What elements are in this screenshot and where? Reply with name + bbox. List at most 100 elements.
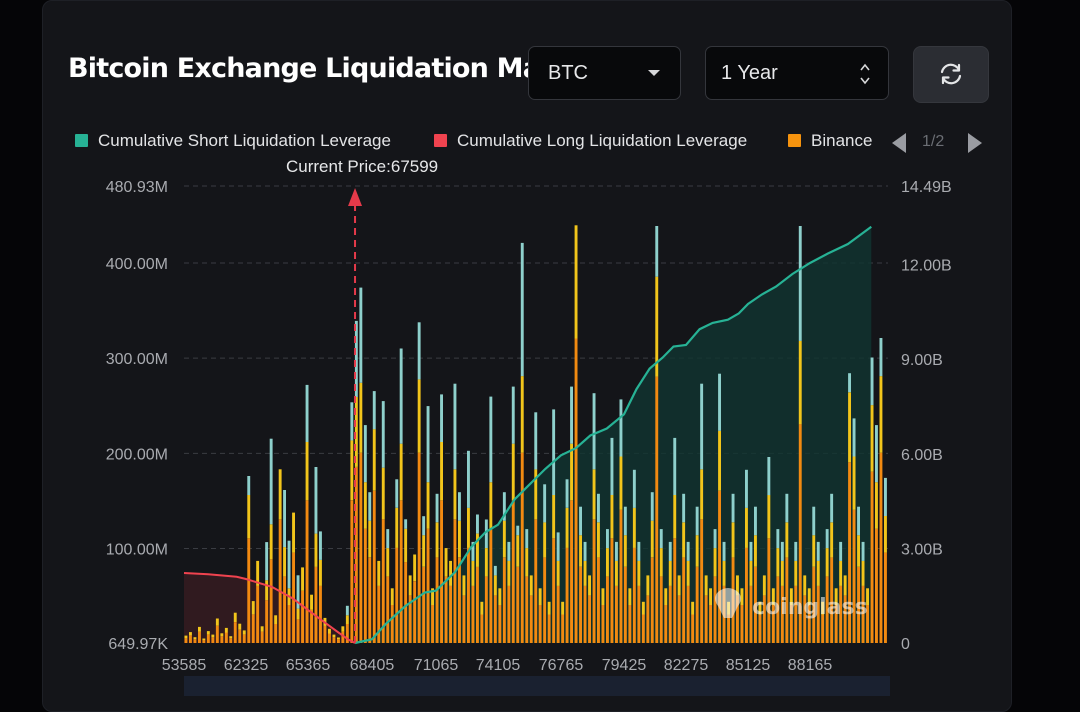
other-exchange-bar-top — [359, 287, 363, 383]
legend-swatch-binance — [788, 134, 801, 147]
other-exchange-bar — [807, 588, 811, 605]
binance-bar — [565, 547, 569, 643]
other-exchange-bar — [422, 535, 426, 567]
binance-bar — [615, 585, 618, 643]
other-exchange-bar — [794, 560, 798, 586]
binance-bar — [480, 614, 484, 643]
other-exchange-bar — [471, 560, 475, 586]
binance-bar — [538, 604, 542, 643]
y-right-tick-label: 0 — [901, 636, 910, 653]
other-exchange-bar — [480, 601, 484, 615]
binance-bar — [372, 490, 376, 643]
binance-bar — [623, 566, 627, 643]
binance-bar — [798, 424, 802, 643]
binance-bar — [390, 604, 394, 643]
x-tick-label: 82275 — [664, 657, 709, 674]
x-tick-label: 68405 — [350, 657, 395, 674]
binance-bar — [686, 585, 690, 643]
other-exchange-bar — [229, 636, 233, 639]
refresh-button[interactable] — [913, 46, 989, 103]
binance-bar — [198, 631, 201, 643]
other-exchange-bar — [686, 560, 690, 586]
binance-bar — [525, 576, 529, 643]
other-exchange-bar — [704, 575, 708, 596]
other-exchange-bar-top — [543, 484, 547, 523]
other-exchange-bar — [713, 548, 717, 577]
binance-bar — [471, 585, 475, 643]
page-title: Bitcoin Exchange Liquidation Map — [68, 53, 560, 84]
other-exchange-bar-top — [848, 373, 851, 393]
legend-item-long[interactable]: Cumulative Long Liquidation Leverage — [434, 131, 747, 153]
legend-prev-icon[interactable] — [892, 133, 906, 153]
binance-bar — [579, 566, 582, 643]
range-select[interactable]: 1 Year — [705, 46, 889, 100]
binance-bar — [552, 538, 556, 643]
other-exchange-bar — [283, 547, 286, 577]
other-exchange-bar-top — [265, 542, 269, 581]
other-exchange-bar — [435, 522, 439, 558]
x-tick-label: 88165 — [788, 657, 833, 674]
other-exchange-bar — [637, 560, 641, 586]
other-exchange-bar — [534, 469, 538, 520]
binance-bar — [184, 638, 188, 643]
other-exchange-bar — [242, 630, 246, 635]
other-exchange-bar — [301, 567, 304, 591]
other-exchange-bar-top — [319, 531, 322, 560]
binance-bar — [789, 604, 793, 643]
other-exchange-bar — [390, 588, 394, 605]
other-exchange-bar-top — [830, 493, 834, 523]
other-exchange-bar — [265, 580, 269, 601]
binance-bar — [211, 637, 215, 643]
other-exchange-bar-top — [597, 493, 600, 523]
binance-bar — [337, 639, 340, 643]
other-exchange-bar — [507, 560, 511, 586]
other-exchange-bar-top — [350, 402, 354, 441]
binance-bar — [588, 595, 591, 643]
binance-bar — [659, 576, 663, 643]
legend-item-short[interactable]: Cumulative Short Liquidation Leverage — [75, 131, 391, 153]
legend-item-binance[interactable]: Binance — [788, 131, 874, 155]
binance-bar — [776, 576, 780, 643]
binance-bar — [381, 519, 385, 643]
binance-bar — [202, 640, 206, 643]
binance-bar — [426, 528, 430, 643]
binance-bar — [821, 614, 825, 643]
other-exchange-bar — [368, 520, 372, 558]
range-slider-track[interactable] — [184, 676, 890, 696]
legend-next-icon[interactable] — [968, 133, 982, 153]
liquidation-chart: 649.97K 100.00M 200.00M 300.00M 400.00M 480.9… — [106, 179, 952, 674]
other-exchange-bar — [408, 575, 412, 596]
other-exchange-bar — [879, 376, 883, 453]
other-exchange-bar-top — [776, 529, 780, 549]
other-exchange-bar-top — [839, 541, 843, 561]
other-exchange-bar — [552, 495, 556, 539]
other-exchange-bar — [502, 520, 506, 558]
other-exchange-bar — [498, 588, 502, 605]
other-exchange-bar — [839, 560, 843, 586]
other-exchange-bar — [875, 482, 878, 529]
other-exchange-bar — [453, 469, 457, 520]
coin-select[interactable]: BTC — [528, 46, 681, 100]
binance-bar — [278, 519, 282, 643]
other-exchange-bar — [736, 575, 739, 596]
chevron-down-icon — [648, 70, 660, 76]
binance-bar — [301, 590, 304, 643]
binance-bar — [502, 557, 506, 643]
binance-bar — [256, 585, 260, 643]
other-exchange-bar — [583, 560, 587, 586]
other-exchange-bar — [440, 442, 443, 501]
binance-bar — [489, 528, 493, 643]
other-exchange-bar-top — [879, 338, 883, 377]
binance-bar — [220, 636, 224, 643]
y-left-tick-label: 100.00M — [106, 541, 168, 558]
other-exchange-bar — [458, 520, 461, 558]
other-exchange-bar — [780, 560, 784, 586]
binance-bar — [435, 557, 439, 643]
binance-bar — [713, 576, 717, 643]
other-exchange-bar-top — [511, 386, 515, 444]
binance-bar — [637, 585, 641, 643]
binance-bar — [740, 604, 744, 643]
refresh-icon — [940, 63, 962, 85]
binance-bar — [269, 559, 273, 643]
other-exchange-bar — [785, 522, 789, 558]
